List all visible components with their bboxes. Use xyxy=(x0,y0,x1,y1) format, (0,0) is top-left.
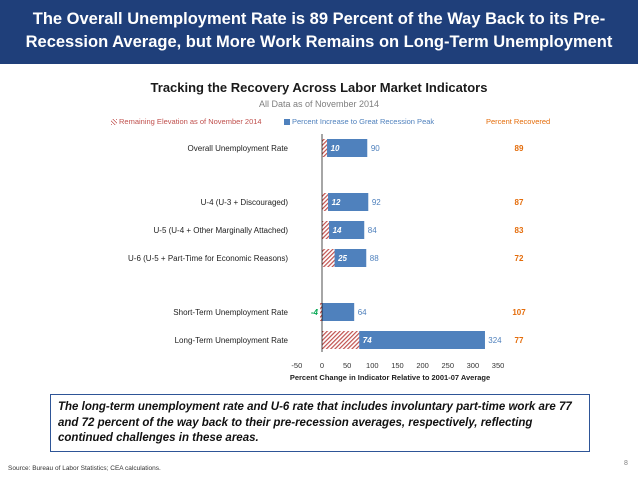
recovered-label: 107 xyxy=(512,308,526,317)
solid-swatch-icon xyxy=(284,118,290,125)
recovered-label: 72 xyxy=(515,254,524,263)
peak-label: 64 xyxy=(358,308,367,317)
slide-title-banner: The Overall Unemployment Rate is 89 Perc… xyxy=(0,0,638,64)
category-label: U-6 (U-5 + Part-Time for Economic Reason… xyxy=(128,254,288,263)
x-axis-title: Percent Change in Indicator Relative to … xyxy=(290,373,490,382)
hatch-swatch-icon xyxy=(111,118,117,125)
category-label: U-5 (U-4 + Other Marginally Attached) xyxy=(154,226,289,235)
slide-title-line-1: The Overall Unemployment Rate is 89 Perc… xyxy=(32,10,606,28)
remaining-bar xyxy=(319,303,322,321)
remaining-bar xyxy=(322,221,330,239)
recovered-label: 83 xyxy=(515,226,524,235)
legend-label-peak: Percent Increase to Great Recession Peak xyxy=(292,117,435,126)
bar-chart: Overall Unemployment Rate 10 90 89 U-4 (U-3 … xyxy=(128,134,526,382)
peak-label: 90 xyxy=(371,144,380,153)
x-tick-label: 250 xyxy=(441,361,454,370)
remaining-bar xyxy=(322,249,335,267)
legend-item-remaining: Remaining Elevation as of November 2014 xyxy=(111,117,262,126)
remaining-bar xyxy=(322,193,329,211)
callout-box: The long-term unemployment rate and U-6 … xyxy=(50,394,590,452)
page-number: 8 xyxy=(624,460,628,467)
legend-label-remaining: Remaining Elevation as of November 2014 xyxy=(119,117,262,126)
x-tick-label: 300 xyxy=(467,361,480,370)
remaining-label: 12 xyxy=(332,198,341,207)
chart-legend: Remaining Elevation as of November 2014 … xyxy=(0,117,638,129)
legend-label-recovered: Percent Recovered xyxy=(486,117,551,126)
peak-bar xyxy=(322,193,369,211)
recovered-label: 77 xyxy=(515,336,524,345)
x-tick-label: -50 xyxy=(291,361,302,370)
x-tick-label: 150 xyxy=(391,361,404,370)
peak-label: 324 xyxy=(488,336,502,345)
recovered-label: 89 xyxy=(515,144,524,153)
remaining-bar xyxy=(322,139,328,157)
x-tick-label: 100 xyxy=(366,361,379,370)
remaining-label: -4 xyxy=(311,308,319,317)
remaining-label: 74 xyxy=(363,336,372,345)
x-tick-label: 50 xyxy=(343,361,351,370)
peak-label: 88 xyxy=(370,254,379,263)
recovered-label: 87 xyxy=(515,198,524,207)
source-note: Source: Bureau of Labor Statistics; CEA … xyxy=(8,465,161,472)
x-tick-label: 0 xyxy=(320,361,324,370)
chart-subtitle: All Data as of November 2014 xyxy=(258,99,380,109)
category-label: Long-Term Unemployment Rate xyxy=(175,336,289,345)
x-tick-label: 350 xyxy=(492,361,505,370)
remaining-label: 10 xyxy=(331,144,340,153)
chart-title: Tracking the Recovery Across Labor Marke… xyxy=(150,80,488,95)
category-label: U-4 (U-3 + Discouraged) xyxy=(201,198,289,207)
peak-label: 84 xyxy=(368,226,377,235)
peak-bar xyxy=(322,139,368,157)
remaining-label: 14 xyxy=(333,226,342,235)
remaining-bar xyxy=(322,331,360,349)
peak-bar xyxy=(322,303,355,321)
peak-bar xyxy=(322,221,365,239)
peak-label: 92 xyxy=(372,198,381,207)
category-label: Overall Unemployment Rate xyxy=(188,144,289,153)
peak-bar xyxy=(322,331,485,349)
remaining-label: 25 xyxy=(337,254,347,263)
category-label: Short-Term Unemployment Rate xyxy=(173,308,288,317)
slide-title-line-2: Recession Average, but More Work Remains… xyxy=(25,33,613,51)
legend-item-peak: Percent Increase to Great Recession Peak xyxy=(284,117,434,126)
legend-item-recovered: Percent Recovered xyxy=(486,117,550,126)
x-tick-label: 200 xyxy=(416,361,429,370)
